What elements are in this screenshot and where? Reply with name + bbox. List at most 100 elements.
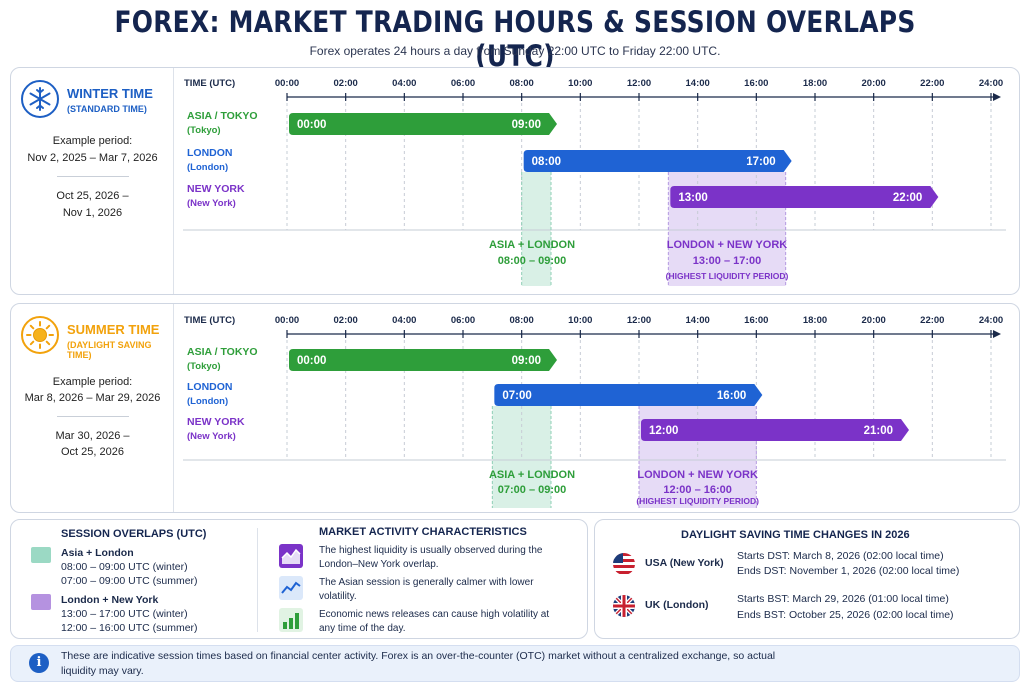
axis-arrow — [993, 93, 1001, 101]
session-bar — [523, 150, 792, 172]
tick-label: 14:00 — [686, 78, 710, 89]
page-subtitle: Forex operates 24 hours a day from Sunda… — [309, 44, 721, 58]
session-city: (New York) — [187, 431, 236, 442]
footer-note: i These are indicative session times bas… — [10, 645, 1020, 682]
winter-title: WINTER TIME — [67, 86, 153, 101]
asia-london-swatch — [31, 547, 51, 563]
line-chart-icon — [279, 576, 303, 600]
session-name: LONDON — [187, 381, 233, 393]
footer-note-text: These are indicative session times based… — [61, 650, 776, 677]
tick-label: 12:00 — [627, 315, 651, 326]
tick-label: 16:00 — [744, 78, 768, 89]
tick-label: 06:00 — [451, 315, 475, 326]
session-name: NEW YORK — [187, 416, 245, 428]
tick-label: 16:00 — [744, 315, 768, 326]
overlap-region — [521, 172, 551, 286]
session-end-label: 09:00 — [512, 355, 541, 367]
activity-item-2: The Asian session is generally calmer wi… — [319, 577, 534, 602]
usa-dst-end: Ends DST: November 1, 2026 (02:00 local … — [737, 565, 960, 577]
dst-heading: DAYLIGHT SAVING TIME CHANGES IN 2026 — [681, 529, 910, 541]
bar-chart-icon — [279, 608, 303, 632]
summer-session-chart: 00:00 02:00 04:00 06:00 08:00 10:00 12:00 14:00… — [183, 315, 1006, 508]
winter-divider — [57, 176, 129, 177]
summer-chart-group: 00:00 02:00 04:00 06:00 08:00 10:00 12:00 14:00… — [183, 315, 1006, 508]
overlap-name: ASIA + LONDON — [489, 239, 575, 251]
dst-box: DAYLIGHT SAVING TIME CHANGES IN 2026 USA… — [594, 519, 1020, 639]
winter-period-2a: Oct 25, 2026 – — [56, 190, 129, 202]
snowflake-icon — [21, 80, 59, 118]
tick-label: 24:00 — [979, 78, 1003, 89]
tick-label: 18:00 — [803, 78, 827, 89]
uk-bst-end: Ends BST: October 25, 2026 (02:00 local … — [737, 609, 954, 621]
session-start-label: 08:00 — [532, 156, 561, 168]
session-end-label: 22:00 — [893, 192, 922, 204]
session-bar — [494, 384, 763, 406]
tick-label: 00:00 — [275, 78, 299, 89]
session-end-label: 16:00 — [717, 390, 746, 402]
box-divider — [257, 528, 258, 632]
overlap-name: LONDON + NEW YORK — [637, 469, 758, 481]
axis-label: TIME (UTC) — [184, 315, 235, 326]
session-start-label: 12:00 — [649, 425, 678, 437]
uk-bst-start: Starts BST: March 29, 2026 (01:00 local … — [737, 593, 949, 605]
tick-label: 10:00 — [568, 315, 592, 326]
london-ny-legend-name: London + New York — [61, 594, 159, 606]
tick-label: 08:00 — [510, 315, 534, 326]
tick-label: 04:00 — [392, 78, 416, 89]
usa-dst-start: Starts DST: March 8, 2026 (02:00 local t… — [737, 550, 944, 562]
overlap-name: LONDON + NEW YORK — [667, 239, 788, 251]
session-name: ASIA / TOKYO — [187, 346, 258, 358]
session-city: (Tokyo) — [187, 125, 221, 136]
summer-divider — [57, 416, 129, 417]
summer-example-label: Example period: — [52, 376, 133, 388]
session-end-label: 21:00 — [864, 425, 893, 437]
session-start-label: 00:00 — [297, 119, 326, 131]
summer-period-2a: Mar 30, 2026 – — [55, 430, 130, 442]
activity-item-1: The highest liquidity is usually observe… — [319, 545, 543, 570]
session-start-label: 07:00 — [502, 390, 531, 402]
market-activity-heading: MARKET ACTIVITY CHARACTERISTICS — [319, 526, 527, 538]
overlap-name: ASIA + LONDON — [489, 469, 575, 481]
session-name: LONDON — [187, 147, 233, 159]
tick-label: 02:00 — [334, 315, 358, 326]
tick-label: 14:00 — [686, 315, 710, 326]
tick-label: 24:00 — [979, 315, 1003, 326]
winter-side-info: WINTER TIME (STANDARD TIME) Example peri… — [11, 68, 174, 294]
winter-period-2b: Nov 1, 2026 — [62, 207, 123, 219]
asia-london-summer: 07:00 – 09:00 UTC (summer) — [61, 575, 198, 587]
session-city: (New York) — [187, 198, 236, 209]
tick-label: 20:00 — [862, 78, 886, 89]
tick-label: 12:00 — [627, 78, 651, 89]
session-bar — [670, 186, 939, 208]
page-title: FOREX: MARKET TRADING HOURS & SESSION OV… — [114, 5, 916, 73]
summer-subtitle: (DAYLIGHT SAVING TIME) — [67, 340, 152, 360]
tick-label: 22:00 — [920, 78, 944, 89]
session-name: NEW YORK — [187, 183, 245, 195]
winter-period-1: Nov 2, 2025 – Mar 7, 2026 — [27, 152, 158, 164]
tick-label: 06:00 — [451, 78, 475, 89]
info-icon: i — [29, 653, 49, 673]
overlap-note: (HIGHEST LIQUIDITY PERIOD) — [666, 271, 789, 281]
info-box-left: SESSION OVERLAPS (UTC) Asia + London 08:… — [10, 519, 588, 639]
axis-label: TIME (UTC) — [184, 78, 235, 89]
tick-label: 18:00 — [803, 315, 827, 326]
tick-label: 00:00 — [275, 315, 299, 326]
session-city: (London) — [187, 162, 228, 173]
asia-london-legend-name: Asia + London — [61, 547, 134, 559]
uk-label: UK (London) — [645, 599, 709, 611]
summer-period-2b: Oct 25, 2026 — [61, 446, 124, 458]
overlap-range: 07:00 – 09:00 — [498, 484, 567, 496]
session-city: (Tokyo) — [187, 361, 221, 372]
tick-label: 10:00 — [568, 78, 592, 89]
overlap-range: 13:00 – 17:00 — [693, 255, 762, 267]
winter-subtitle: (STANDARD TIME) — [67, 104, 147, 114]
overlap-note: (HIGHEST LIQUIDITY PERIOD) — [636, 496, 759, 506]
uk-flag-icon — [613, 595, 635, 617]
usa-label: USA (New York) — [645, 557, 724, 569]
winter-example-label: Example period: — [52, 135, 133, 147]
area-chart-icon — [279, 544, 303, 568]
session-overlaps-heading: SESSION OVERLAPS (UTC) — [61, 528, 207, 540]
activity-item-3: Economic news releases can cause high vo… — [319, 609, 550, 634]
summer-side-info: SUMMER TIME (DAYLIGHT SAVING TIME) Examp… — [11, 304, 174, 512]
session-end-label: 09:00 — [512, 119, 541, 131]
